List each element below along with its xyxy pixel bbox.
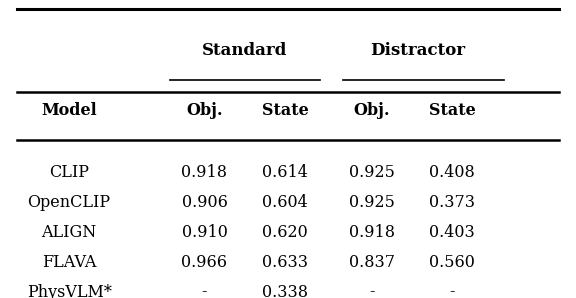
- Text: OpenCLIP: OpenCLIP: [28, 194, 111, 211]
- Text: ALIGN: ALIGN: [41, 224, 97, 241]
- Text: 0.604: 0.604: [262, 194, 308, 211]
- Text: -: -: [449, 283, 455, 298]
- Text: State: State: [429, 102, 476, 119]
- Text: 0.925: 0.925: [348, 194, 395, 211]
- Text: Standard: Standard: [202, 42, 287, 59]
- Text: 0.910: 0.910: [181, 224, 228, 241]
- Text: Obj.: Obj.: [353, 102, 390, 119]
- Text: Distractor: Distractor: [370, 42, 465, 59]
- Text: 0.620: 0.620: [262, 224, 308, 241]
- Text: 0.925: 0.925: [348, 164, 395, 181]
- Text: Obj.: Obj.: [186, 102, 223, 119]
- Text: 0.966: 0.966: [181, 254, 228, 271]
- Text: 0.918: 0.918: [181, 164, 228, 181]
- Text: 0.906: 0.906: [181, 194, 228, 211]
- Text: 0.408: 0.408: [429, 164, 475, 181]
- Text: 0.837: 0.837: [348, 254, 395, 271]
- Text: -: -: [369, 283, 374, 298]
- Text: 0.403: 0.403: [429, 224, 475, 241]
- Text: FLAVA: FLAVA: [42, 254, 96, 271]
- Text: -: -: [202, 283, 207, 298]
- Text: 0.614: 0.614: [262, 164, 308, 181]
- Text: State: State: [262, 102, 309, 119]
- Text: PhysVLM*: PhysVLM*: [26, 283, 112, 298]
- Text: 0.338: 0.338: [262, 283, 308, 298]
- Text: Model: Model: [41, 102, 97, 119]
- Text: 0.373: 0.373: [429, 194, 475, 211]
- Text: 0.918: 0.918: [348, 224, 395, 241]
- Text: 0.633: 0.633: [262, 254, 308, 271]
- Text: CLIP: CLIP: [49, 164, 89, 181]
- Text: 0.560: 0.560: [429, 254, 475, 271]
